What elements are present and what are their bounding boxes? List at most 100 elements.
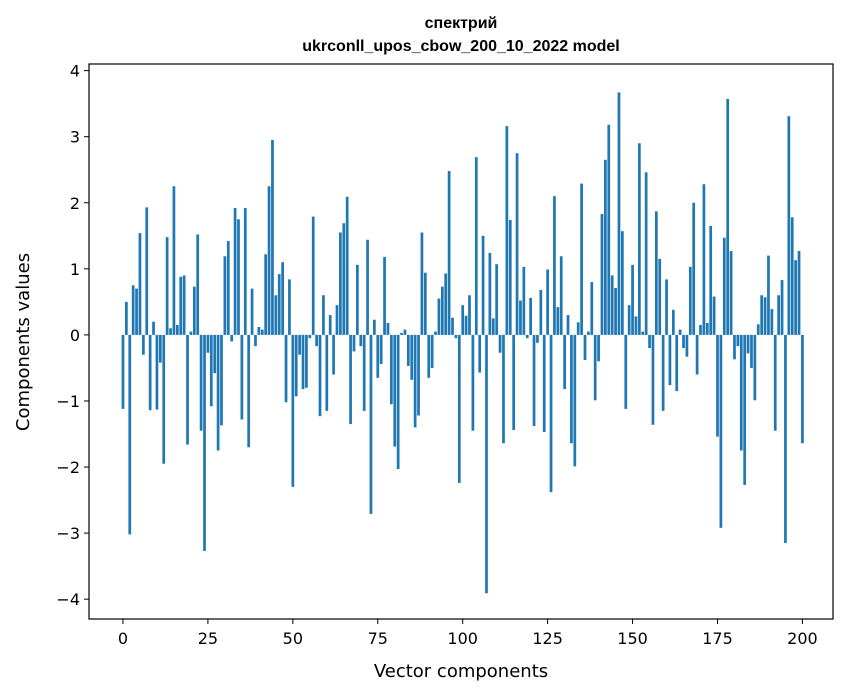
bar-102 (468, 295, 471, 335)
bar-86 (413, 334, 417, 428)
bar-32 (230, 334, 234, 342)
x-tick-label-150: 150 (617, 629, 648, 648)
bar-158 (658, 258, 662, 335)
bar-80 (393, 334, 397, 447)
bar-19 (186, 334, 189, 445)
bar-55 (308, 334, 312, 339)
bar-101 (464, 315, 468, 335)
bar-47 (281, 262, 284, 335)
bar-118 (522, 266, 526, 335)
bar-155 (648, 334, 651, 349)
bar-91 (430, 334, 434, 368)
bar-37 (247, 334, 251, 448)
bar-120 (529, 297, 532, 335)
x-axis-label: Vector components (374, 661, 548, 682)
bar-173 (709, 225, 713, 335)
bar-15 (172, 186, 176, 335)
x-tick-label-125: 125 (532, 629, 563, 648)
chart-title-line2: ukrconll_upos_cbow_200_10_2022 model (302, 38, 619, 55)
bar-157 (654, 211, 658, 335)
bar-89 (423, 272, 427, 335)
bar-148 (624, 334, 628, 409)
bar-48 (284, 334, 288, 403)
bar-11 (158, 334, 162, 363)
bar-195 (784, 334, 787, 544)
bar-166 (685, 334, 689, 357)
bar-186 (753, 334, 757, 401)
bar-181 (736, 334, 740, 347)
y-tick-label-0: 0 (70, 326, 80, 345)
bar-127 (553, 196, 556, 335)
bar-39 (254, 334, 257, 347)
chart-title-line1: спектрий (425, 15, 498, 32)
bars-group (121, 92, 804, 594)
bar-0 (121, 334, 125, 409)
bar-23 (199, 334, 203, 431)
bar-185 (750, 334, 753, 368)
bar-35 (240, 334, 244, 420)
bar-110 (495, 264, 499, 335)
bar-46 (277, 274, 281, 335)
bar-94 (440, 286, 444, 335)
bar-144 (610, 275, 614, 335)
bar-135 (580, 183, 583, 335)
bar-189 (763, 297, 767, 335)
bar-9 (152, 321, 155, 335)
bar-30 (223, 256, 227, 335)
bar-194 (780, 280, 784, 335)
bar-137 (587, 331, 590, 335)
bar-182 (739, 334, 743, 451)
bar-150 (631, 264, 634, 335)
bar-116 (515, 153, 519, 335)
bar-34 (237, 219, 240, 335)
bar-97 (451, 317, 454, 335)
bar-131 (566, 315, 570, 335)
bar-139 (593, 334, 597, 401)
bar-142 (604, 159, 607, 335)
bar-122 (536, 334, 539, 343)
y-tick-label-2: 2 (70, 194, 80, 213)
bar-3 (131, 285, 135, 335)
bar-56 (311, 216, 315, 335)
bar-112 (502, 334, 505, 444)
bar-178 (726, 99, 730, 335)
bar-95 (444, 273, 448, 335)
bar-18 (182, 275, 186, 335)
bar-192 (773, 334, 777, 431)
bar-64 (339, 232, 342, 335)
bar-188 (760, 295, 764, 335)
bar-128 (556, 307, 560, 335)
bar-163 (675, 334, 679, 392)
bar-111 (498, 334, 502, 353)
x-tick-label-25: 25 (198, 629, 218, 648)
bar-184 (746, 334, 750, 354)
bar-170 (699, 324, 702, 335)
bar-36 (243, 208, 247, 335)
bar-17 (179, 276, 183, 335)
x-tick-label-50: 50 (283, 629, 303, 648)
bar-4 (135, 288, 138, 335)
bar-24 (203, 334, 206, 551)
bar-65 (342, 223, 346, 335)
bar-73 (369, 334, 373, 514)
bar-132 (570, 334, 573, 444)
bar-129 (559, 256, 563, 335)
bar-28 (216, 334, 220, 451)
bar-66 (345, 196, 349, 335)
y-tick-label-3: 3 (70, 128, 80, 147)
bar-7 (145, 207, 149, 335)
bar-123 (539, 289, 543, 335)
bar-78 (386, 323, 390, 335)
bar-43 (267, 186, 271, 335)
bar-147 (621, 231, 624, 335)
bar-20 (189, 331, 193, 335)
bar-13 (165, 237, 169, 335)
y-axis-label: Components values (13, 253, 34, 431)
bar-103 (471, 334, 475, 431)
bar-151 (634, 316, 638, 335)
bar-113 (505, 126, 509, 335)
bar-25 (206, 334, 210, 353)
bar-54 (305, 334, 308, 388)
bar-140 (597, 334, 600, 362)
